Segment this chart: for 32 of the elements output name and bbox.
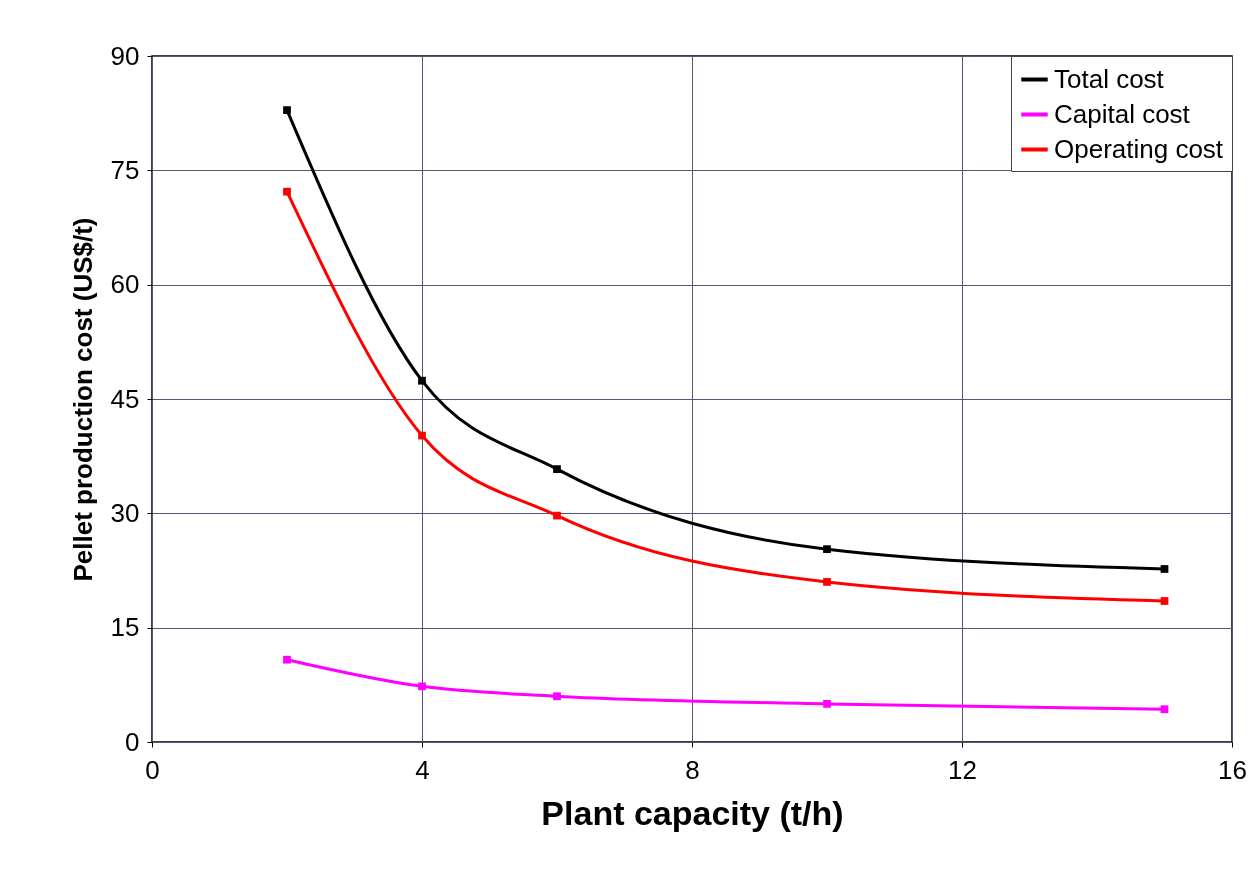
y-tick-label: 60 [110, 269, 140, 300]
point [283, 187, 291, 196]
x-tick-label: 12 [948, 754, 977, 785]
point [283, 106, 291, 114]
y-tick-label: 90 [110, 40, 140, 71]
y-axis-title: Pellet production cost (US$/t) [67, 217, 98, 582]
y-tick-label: 0 [125, 726, 140, 757]
point [1160, 565, 1169, 573]
point [553, 511, 561, 520]
y-tick-label: 45 [110, 383, 140, 414]
point [553, 465, 561, 473]
point [418, 682, 426, 691]
point [553, 692, 561, 701]
point [418, 431, 426, 440]
legend-label: Operating cost [1054, 133, 1224, 164]
point [418, 376, 426, 385]
x-tick-label: 8 [685, 754, 700, 785]
point [1160, 705, 1169, 714]
y-tick-label: 75 [110, 154, 140, 185]
point [823, 545, 831, 554]
y-tick-label: 30 [110, 497, 140, 528]
legend-label: Total cost [1054, 63, 1165, 94]
point [283, 655, 291, 664]
x-tick-label: 16 [1218, 754, 1247, 785]
point [823, 700, 831, 708]
x-tick-label: 0 [145, 754, 160, 785]
y-tick-label: 15 [110, 612, 140, 643]
x-axis-title: Plant capacity (t/h) [541, 793, 844, 832]
x-tick-label: 4 [415, 754, 430, 785]
point [1160, 597, 1169, 605]
legend-label: Capital cost [1054, 98, 1191, 129]
point [823, 578, 831, 586]
